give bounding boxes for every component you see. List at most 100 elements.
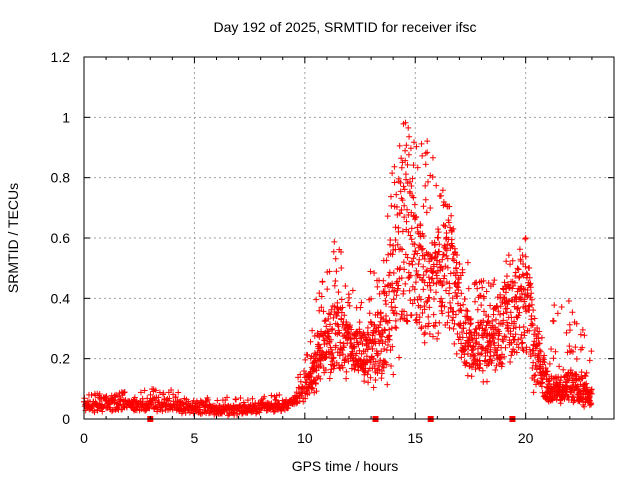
data-point — [571, 387, 578, 394]
data-point — [175, 389, 182, 396]
data-point — [455, 284, 462, 291]
data-point — [411, 286, 418, 293]
data-point — [376, 366, 383, 373]
data-point — [401, 266, 408, 273]
data-point — [436, 241, 443, 248]
data-point — [430, 311, 437, 318]
data-point — [368, 295, 375, 302]
data-point — [388, 363, 395, 370]
data-point — [483, 288, 490, 295]
data-point — [566, 343, 573, 350]
data-point — [335, 289, 342, 296]
data-point — [452, 289, 459, 296]
data-point — [582, 373, 589, 380]
data-point — [230, 409, 237, 416]
data-point — [475, 331, 482, 338]
data-point — [447, 270, 454, 277]
data-point — [368, 321, 375, 328]
data-point — [509, 257, 516, 264]
data-point — [387, 347, 394, 354]
data-point — [497, 303, 504, 310]
data-point — [319, 348, 326, 355]
data-point — [439, 310, 446, 317]
data-point — [496, 330, 503, 337]
data-point — [268, 392, 275, 399]
data-point — [537, 348, 544, 355]
data-point — [476, 357, 483, 364]
data-point — [320, 350, 327, 357]
data-point — [394, 285, 401, 292]
data-point — [393, 292, 400, 299]
data-point — [538, 334, 545, 341]
data-point — [504, 319, 511, 326]
data-point — [402, 157, 409, 164]
data-point — [507, 309, 514, 316]
data-point — [487, 302, 494, 309]
data-point — [586, 357, 593, 364]
data-point — [446, 284, 453, 291]
data-point — [530, 359, 537, 366]
data-point — [519, 339, 526, 346]
data-point — [418, 325, 425, 332]
data-point — [423, 209, 430, 216]
data-point — [391, 288, 398, 295]
data-point — [439, 280, 446, 287]
data-point — [409, 175, 416, 182]
data-point — [526, 274, 533, 281]
data-point — [346, 330, 353, 337]
data-point — [503, 258, 510, 265]
data-point — [375, 324, 382, 331]
data-point — [369, 345, 376, 352]
data-point — [439, 299, 446, 306]
data-point — [307, 338, 314, 345]
data-point — [430, 279, 437, 286]
data-point — [365, 331, 372, 338]
data-point — [436, 319, 443, 326]
data-point — [328, 306, 335, 313]
data-point — [518, 340, 525, 347]
data-point — [420, 272, 427, 279]
data-point — [317, 375, 324, 382]
data-point — [477, 361, 484, 368]
data-point — [410, 255, 417, 262]
data-point — [530, 307, 537, 314]
data-point — [484, 378, 491, 385]
data-point — [433, 280, 440, 287]
data-point — [426, 304, 433, 311]
x-tick-label: 10 — [297, 430, 313, 446]
data-point — [457, 307, 464, 314]
data-point — [566, 321, 573, 328]
data-point — [411, 201, 418, 208]
data-point — [323, 353, 330, 360]
data-point — [399, 246, 406, 253]
data-point — [349, 287, 356, 294]
data-point — [516, 246, 523, 253]
data-point — [367, 374, 374, 381]
data-point — [461, 296, 468, 303]
data-point — [393, 310, 400, 317]
data-point — [311, 332, 318, 339]
data-point — [485, 279, 492, 286]
data-point — [408, 183, 415, 190]
data-point — [424, 298, 431, 305]
data-point — [403, 142, 410, 149]
data-point — [480, 334, 487, 341]
data-point — [522, 235, 529, 242]
data-point — [414, 164, 421, 171]
data-point — [490, 311, 497, 318]
data-point — [316, 307, 323, 314]
data-point — [371, 269, 378, 276]
data-point — [476, 364, 483, 371]
data-point — [398, 164, 405, 171]
data-point — [342, 283, 349, 290]
data-point — [526, 281, 533, 288]
data-point — [469, 337, 476, 344]
data-point — [529, 320, 536, 327]
data-point — [459, 334, 466, 341]
data-point — [384, 381, 391, 388]
data-point — [507, 261, 514, 268]
data-point — [482, 353, 489, 360]
data-point — [412, 279, 419, 286]
data-point — [385, 272, 392, 279]
data-point — [343, 368, 350, 375]
